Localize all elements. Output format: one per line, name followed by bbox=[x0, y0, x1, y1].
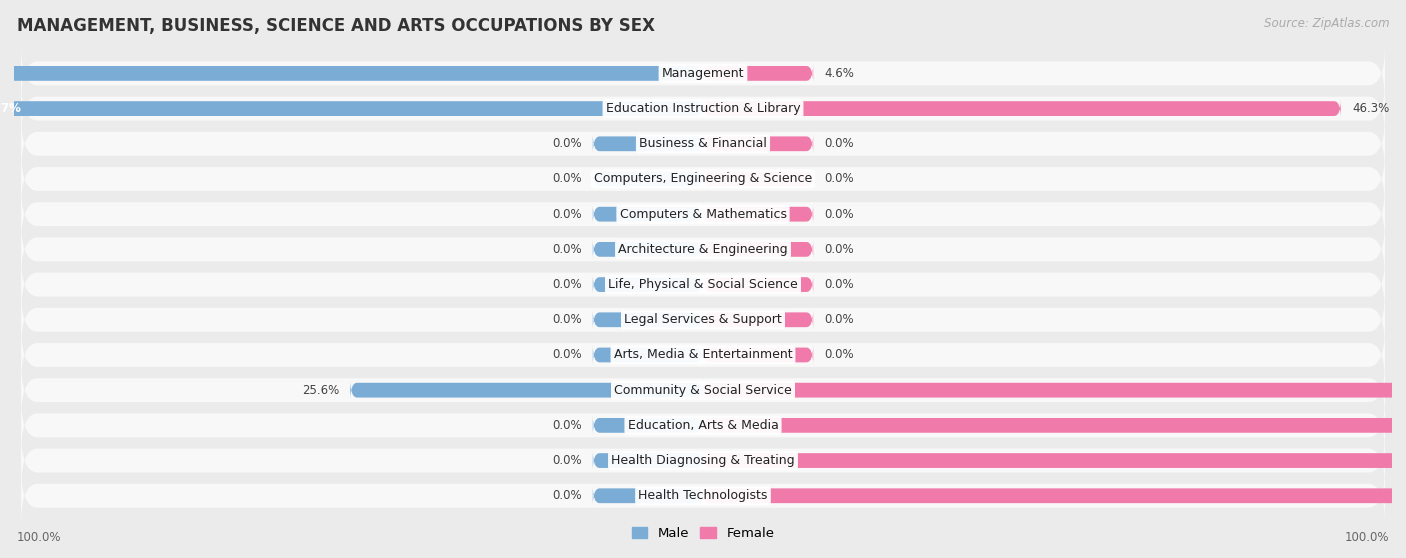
FancyBboxPatch shape bbox=[593, 415, 703, 436]
FancyBboxPatch shape bbox=[21, 149, 1385, 209]
FancyBboxPatch shape bbox=[703, 98, 1341, 119]
Text: Education, Arts & Media: Education, Arts & Media bbox=[627, 419, 779, 432]
FancyBboxPatch shape bbox=[21, 290, 1385, 350]
Text: 0.0%: 0.0% bbox=[824, 137, 853, 150]
Text: 0.0%: 0.0% bbox=[824, 208, 853, 220]
Text: 0.0%: 0.0% bbox=[553, 313, 582, 326]
Text: MANAGEMENT, BUSINESS, SCIENCE AND ARTS OCCUPATIONS BY SEX: MANAGEMENT, BUSINESS, SCIENCE AND ARTS O… bbox=[17, 17, 655, 35]
Text: Education Instruction & Library: Education Instruction & Library bbox=[606, 102, 800, 115]
FancyBboxPatch shape bbox=[593, 204, 703, 224]
FancyBboxPatch shape bbox=[21, 254, 1385, 315]
FancyBboxPatch shape bbox=[21, 325, 1385, 385]
FancyBboxPatch shape bbox=[593, 485, 703, 506]
FancyBboxPatch shape bbox=[593, 310, 703, 330]
FancyBboxPatch shape bbox=[21, 113, 1385, 174]
FancyBboxPatch shape bbox=[703, 169, 813, 189]
FancyBboxPatch shape bbox=[593, 239, 703, 259]
Text: Architecture & Engineering: Architecture & Engineering bbox=[619, 243, 787, 256]
FancyBboxPatch shape bbox=[703, 310, 813, 330]
FancyBboxPatch shape bbox=[350, 380, 703, 401]
FancyBboxPatch shape bbox=[21, 430, 1385, 491]
Text: 0.0%: 0.0% bbox=[553, 419, 582, 432]
Text: 0.0%: 0.0% bbox=[553, 137, 582, 150]
Text: 100.0%: 100.0% bbox=[1344, 531, 1389, 544]
FancyBboxPatch shape bbox=[703, 345, 813, 365]
Text: Legal Services & Support: Legal Services & Support bbox=[624, 313, 782, 326]
FancyBboxPatch shape bbox=[593, 169, 703, 189]
FancyBboxPatch shape bbox=[703, 450, 1406, 471]
Text: Community & Social Service: Community & Social Service bbox=[614, 384, 792, 397]
FancyBboxPatch shape bbox=[703, 275, 813, 295]
Text: 0.0%: 0.0% bbox=[553, 454, 582, 467]
FancyBboxPatch shape bbox=[0, 98, 703, 119]
Text: Life, Physical & Social Science: Life, Physical & Social Science bbox=[609, 278, 797, 291]
Text: 4.6%: 4.6% bbox=[824, 67, 853, 80]
Text: Source: ZipAtlas.com: Source: ZipAtlas.com bbox=[1264, 17, 1389, 30]
FancyBboxPatch shape bbox=[21, 395, 1385, 456]
FancyBboxPatch shape bbox=[21, 184, 1385, 244]
Text: 0.0%: 0.0% bbox=[553, 172, 582, 185]
Text: 0.0%: 0.0% bbox=[824, 172, 853, 185]
Text: 25.6%: 25.6% bbox=[302, 384, 339, 397]
FancyBboxPatch shape bbox=[703, 204, 813, 224]
Text: 46.3%: 46.3% bbox=[1353, 102, 1389, 115]
FancyBboxPatch shape bbox=[0, 63, 703, 84]
Text: Business & Financial: Business & Financial bbox=[640, 137, 766, 150]
FancyBboxPatch shape bbox=[593, 345, 703, 365]
FancyBboxPatch shape bbox=[593, 275, 703, 295]
Text: 0.0%: 0.0% bbox=[824, 349, 853, 362]
Text: Computers & Mathematics: Computers & Mathematics bbox=[620, 208, 786, 220]
Text: 0.0%: 0.0% bbox=[824, 278, 853, 291]
Text: 0.0%: 0.0% bbox=[824, 313, 853, 326]
FancyBboxPatch shape bbox=[703, 239, 813, 259]
Text: Health Technologists: Health Technologists bbox=[638, 489, 768, 502]
Text: 100.0%: 100.0% bbox=[17, 531, 62, 544]
Text: Computers, Engineering & Science: Computers, Engineering & Science bbox=[593, 172, 813, 185]
FancyBboxPatch shape bbox=[703, 63, 813, 84]
Legend: Male, Female: Male, Female bbox=[626, 522, 780, 546]
FancyBboxPatch shape bbox=[21, 465, 1385, 526]
Text: 0.0%: 0.0% bbox=[553, 208, 582, 220]
FancyBboxPatch shape bbox=[703, 133, 813, 154]
FancyBboxPatch shape bbox=[593, 450, 703, 471]
Text: 0.0%: 0.0% bbox=[824, 243, 853, 256]
FancyBboxPatch shape bbox=[703, 380, 1406, 401]
FancyBboxPatch shape bbox=[21, 43, 1385, 104]
FancyBboxPatch shape bbox=[21, 360, 1385, 420]
Text: 0.0%: 0.0% bbox=[553, 278, 582, 291]
FancyBboxPatch shape bbox=[21, 78, 1385, 139]
Text: 53.7%: 53.7% bbox=[0, 102, 21, 115]
FancyBboxPatch shape bbox=[593, 133, 703, 154]
FancyBboxPatch shape bbox=[703, 415, 1406, 436]
Text: Management: Management bbox=[662, 67, 744, 80]
Text: 0.0%: 0.0% bbox=[553, 489, 582, 502]
Text: 0.0%: 0.0% bbox=[553, 349, 582, 362]
Text: 0.0%: 0.0% bbox=[553, 243, 582, 256]
FancyBboxPatch shape bbox=[21, 219, 1385, 280]
Text: Arts, Media & Entertainment: Arts, Media & Entertainment bbox=[613, 349, 793, 362]
Text: Health Diagnosing & Treating: Health Diagnosing & Treating bbox=[612, 454, 794, 467]
FancyBboxPatch shape bbox=[703, 485, 1406, 506]
